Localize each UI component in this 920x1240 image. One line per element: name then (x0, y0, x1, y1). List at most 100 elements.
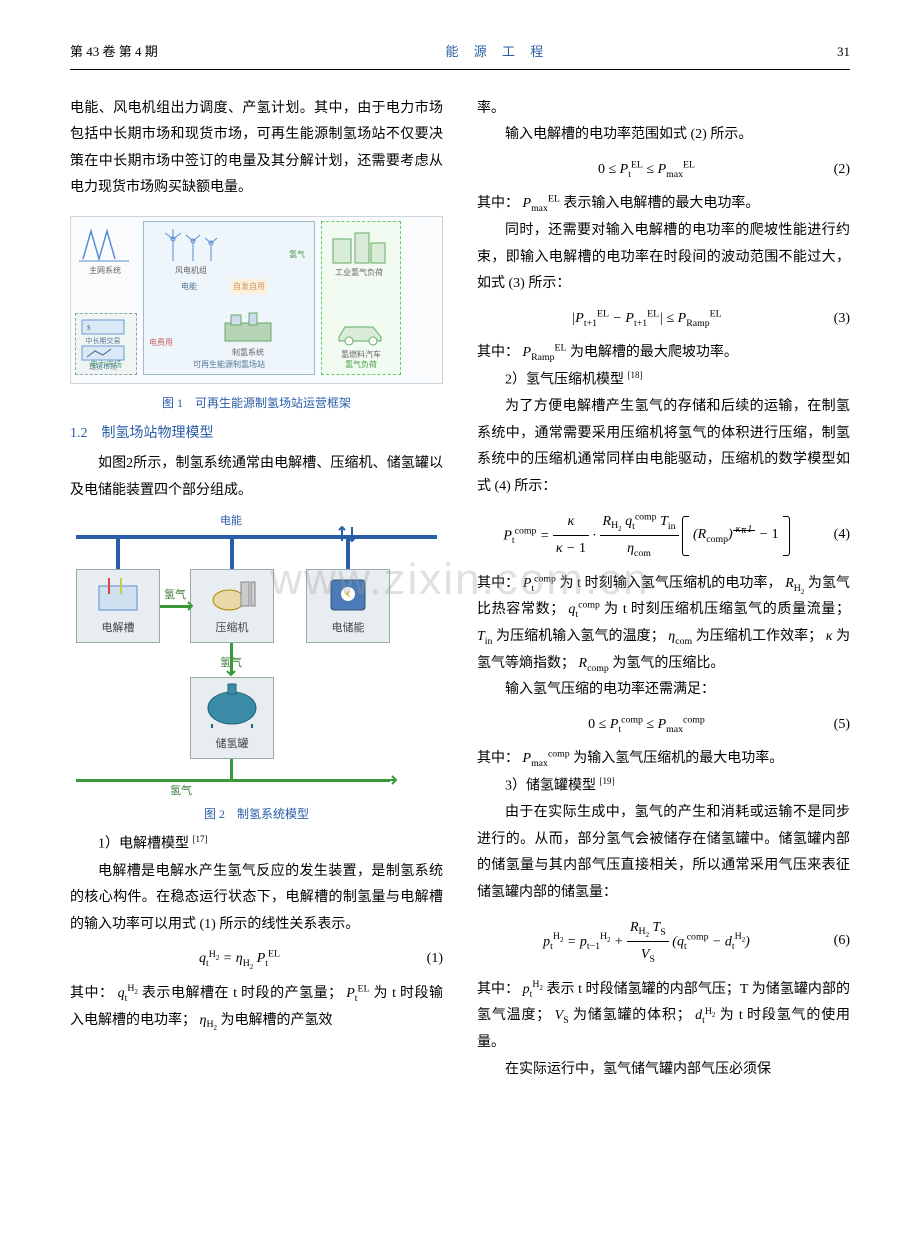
power-bus (76, 535, 437, 539)
equation-3: |Pt+1EL − Pt+1EL| ≤ PRampEL (3) (477, 306, 850, 333)
arrow-down-icon (224, 665, 238, 677)
svg-text:$: $ (87, 324, 91, 332)
equation-5: 0 ≤ Ptcomp ≤ Pmaxcomp (5) (477, 712, 850, 739)
text: 2）氢气压缩机模型 (505, 373, 624, 388)
paragraph: 其中： Pmaxcomp 为输入氢气压缩机的最大电功率。 (477, 746, 850, 773)
bus-label: 电能 (220, 511, 242, 532)
paragraph: 由于在实际生成中，氢气的产生和消耗或运输不是同步进行的。从而，部分氢气会被储存在… (477, 800, 850, 906)
text: 为电解槽的产氢效 (220, 1013, 332, 1028)
label: 压缩机 (216, 618, 249, 639)
text: 其中： (477, 576, 519, 591)
figure-1: 电力市场 可再生能源制氢场站 氢气负荷 主网系统 $ 中长期交易 现货市场 风电… (70, 216, 443, 384)
drop-line (116, 539, 120, 569)
h2-label: 氢气 (170, 781, 192, 802)
text: 其中： (477, 982, 519, 997)
text: 为 t 时刻压缩机压缩氢气的质量流量； (604, 602, 850, 617)
paragraph: 其中： qtH2 表示电解槽在 t 时段的产氢量； PtEL 为 t 时段输入电… (70, 981, 443, 1034)
equation-1: qtH2 = ηH2 PtEL (1) (70, 946, 443, 973)
paragraph: 其中： ptH2 表示 t 时段储氢罐的内部气压；T 为储氢罐内部的氢气温度； … (477, 977, 850, 1057)
h2sys-icon: 制氢系统 (221, 309, 275, 360)
citation: [17] (193, 834, 208, 844)
bidir-arrow-icon (338, 525, 358, 543)
citation: [18] (628, 370, 643, 380)
eq-number: (4) (816, 522, 850, 549)
wind-icon: 风电机组 (159, 227, 223, 278)
eq-number: (2) (816, 157, 850, 184)
figure-2-caption: 图 2 制氢系统模型 (70, 803, 443, 826)
header-left: 第 43 卷 第 4 期 (70, 40, 158, 65)
text: 其中： (477, 345, 519, 360)
text: 其中： (477, 751, 519, 766)
label: 电储能 (332, 618, 365, 639)
paragraph: 为了方便电解槽产生氢气的存储和后续的运输，在制氢系统中，通常需要采用压缩机将氢气… (477, 394, 850, 500)
label: 制氢系统 (232, 345, 264, 360)
text: 表示电解槽在 t 时段的产氢量； (142, 986, 342, 1001)
label: 电能 (181, 279, 197, 294)
section-1-2: 1.2 制氢场站物理模型 (70, 421, 443, 448)
subhead-compressor: 2）氢气压缩机模型 [18] (477, 367, 850, 394)
text: 为输入氢气压缩机的最大电功率。 (573, 751, 783, 766)
equation-2: 0 ≤ PtEL ≤ PmaxEL (2) (477, 157, 850, 184)
paragraph: 在实际运行中，氢气储气罐内部气压必须保 (477, 1057, 850, 1084)
equation-6: ptH2 = pt−1H2 + RH2 TSVS (qtcomp − dtH2)… (477, 915, 850, 969)
text: 为电解槽的最大爬坡功率。 (570, 345, 738, 360)
equation-4: Ptcomp = κκ − 1 · RH2 qtcomp Tinηcom (Rc… (477, 509, 850, 563)
text: 为压缩机工作效率； (696, 629, 823, 644)
paragraph: 同时，还需要对输入电解槽的电功率的爬坡性能进行约束，即输入电解槽的电功率在时段间… (477, 218, 850, 298)
label: 自发自用 (231, 279, 267, 294)
right-column: 率。 输入电解槽的电功率范围如式 (2) 所示。 0 ≤ PtEL ≤ Pmax… (477, 96, 850, 1084)
paragraph: 其中： Ptcomp 为 t 时刻输入氢气压缩机的电功率， RH2 为氢气比热容… (477, 571, 850, 677)
text: 为储氢罐的体积； (573, 1008, 691, 1023)
label: 氢气 (289, 247, 305, 262)
longterm-icon: $ 中长期交易 (81, 319, 125, 348)
grid-icon: 主网系统 (77, 223, 133, 278)
eq-number: (5) (816, 712, 850, 739)
paragraph: 电解槽是电解水产生氢气反应的发生装置，是制氢系统的核心构件。在稳态运行状态下，电… (70, 859, 443, 939)
eq-number: (1) (409, 946, 443, 973)
compressor-module: 压缩机 (190, 569, 274, 643)
paragraph: 输入氢气压缩的电功率还需满足： (477, 677, 850, 704)
text: 为 t 时刻输入氢气压缩机的电功率， (559, 576, 781, 591)
figure-2: 电能 电解槽 压缩机 电储能 氢气 (70, 505, 443, 795)
label: 工业氢气负荷 (335, 265, 383, 280)
eq-number: (3) (816, 306, 850, 333)
paragraph: 如图2所示，制氢系统通常由电解槽、压缩机、储氢罐以及电储能装置四个部分组成。 (70, 451, 443, 504)
label: 现货市场 (89, 361, 117, 374)
text: 其中： (70, 986, 114, 1001)
citation: [19] (600, 776, 615, 786)
paragraph: 其中： PmaxEL 表示输入电解槽的最大电功率。 (477, 191, 850, 218)
tank-module: 储氢罐 (190, 677, 274, 759)
text: 为氢气的压缩比。 (612, 656, 724, 671)
h2-line (76, 779, 390, 782)
text: 为压缩机输入氢气的温度； (496, 629, 665, 644)
two-column-layout: 电能、风电机组出力调度、产氢计划。其中，由于电力市场包括中长期市场和现货市场，可… (70, 96, 850, 1084)
ev-icon: 氢燃料汽车 (333, 317, 389, 362)
drop-line (230, 539, 234, 569)
paragraph: 率。 (477, 96, 850, 123)
h2-line (230, 759, 233, 781)
label: 风电机组 (175, 263, 207, 278)
paragraph: 电能、风电机组出力调度、产氢计划。其中，由于电力市场包括中长期市场和现货市场，可… (70, 96, 443, 202)
paragraph: 输入电解槽的电功率范围如式 (2) 所示。 (477, 122, 850, 149)
paragraph: 其中： PRampEL 为电解槽的最大爬坡功率。 (477, 340, 850, 367)
page-number: 31 (837, 40, 850, 65)
figure-1-caption: 图 1 可再生能源制氢场站运营框架 (70, 392, 443, 415)
subhead-electrolyzer: 1）电解槽模型 [17] (70, 831, 443, 858)
left-column: 电能、风电机组出力调度、产氢计划。其中，由于电力市场包括中长期市场和现货市场，可… (70, 96, 443, 1084)
label: 氢燃料汽车 (341, 347, 381, 362)
text: 其中： (477, 196, 519, 211)
drop-line (346, 539, 350, 569)
label: 储氢罐 (216, 734, 249, 755)
electrolyzer-module: 电解槽 (76, 569, 160, 643)
text: 3）储氢罐模型 (505, 779, 596, 794)
industry-icon: 工业氢气负荷 (329, 227, 389, 280)
text: 表示输入电解槽的最大电功率。 (563, 196, 759, 211)
journal-name: 能 源 工 程 (446, 40, 550, 65)
storage-module: 电储能 (306, 569, 390, 643)
label: 主网系统 (89, 263, 121, 278)
page-header: 第 43 卷 第 4 期 能 源 工 程 31 (70, 40, 850, 70)
arrow-right-icon (384, 773, 398, 787)
subhead-tank: 3）储氢罐模型 [19] (477, 773, 850, 800)
eq-number: (6) (816, 928, 850, 955)
text: 1）电解槽模型 (98, 837, 189, 852)
